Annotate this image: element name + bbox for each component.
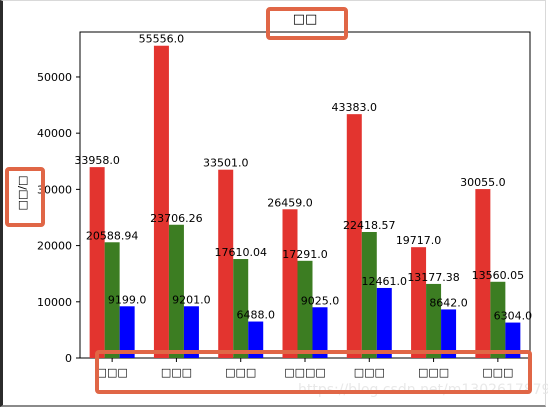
bar xyxy=(89,167,105,358)
bar-value-label: 9025.0 xyxy=(301,294,340,307)
y-tick-label: 40000 xyxy=(37,127,72,140)
y-tick-label: 10000 xyxy=(37,296,72,309)
bar-value-label: 33958.0 xyxy=(74,154,120,167)
x-tick-label: □□□□ xyxy=(284,366,326,379)
bar-value-label: 26459.0 xyxy=(267,196,313,209)
x-tick-label: □□□ xyxy=(482,366,513,379)
bar xyxy=(490,281,506,358)
bar-value-label: 8642.0 xyxy=(429,296,468,309)
x-tick-label: □□□ xyxy=(161,366,192,379)
bar-value-label: 9199.0 xyxy=(108,293,147,306)
chart-title: □□ xyxy=(293,12,318,27)
bar-value-label: 22418.57 xyxy=(343,219,396,232)
title-highlight-box xyxy=(266,7,348,40)
bar xyxy=(218,169,234,358)
bar xyxy=(312,307,328,358)
bar xyxy=(411,247,427,358)
bar xyxy=(153,45,169,358)
x-tick-label: □□□ xyxy=(97,366,128,379)
bar-value-label: 20588.94 xyxy=(86,229,139,242)
annotation-boxes xyxy=(5,7,532,394)
bar-value-label: 30055.0 xyxy=(460,176,506,189)
bar xyxy=(233,259,249,358)
bar xyxy=(505,322,521,358)
bar-value-label: 13560.05 xyxy=(472,269,525,282)
bar xyxy=(346,114,362,358)
xticks-highlight-box xyxy=(95,350,532,394)
bar xyxy=(426,283,442,358)
bar xyxy=(361,231,377,358)
y-tick-label: 0 xyxy=(65,352,72,365)
bar-value-label: 13177.38 xyxy=(407,271,460,284)
bar-value-label: 43383.0 xyxy=(332,101,378,114)
bar-value-label: 9201.0 xyxy=(172,293,211,306)
y-axis-label: □□/□ xyxy=(16,176,29,211)
bar-value-label: 17291.0 xyxy=(282,248,328,261)
bar xyxy=(119,306,135,358)
bar-value-label: 55556.0 xyxy=(139,33,185,46)
y-tick-label: 20000 xyxy=(37,240,72,253)
y-tick-label: 30000 xyxy=(37,183,72,196)
bar xyxy=(282,209,298,358)
bar xyxy=(297,260,313,358)
bar xyxy=(248,321,264,358)
value-labels: 33958.0 20588.94 9199.0 55556.0 23706.26 9201… xyxy=(74,33,532,323)
bar-value-label: 33501.0 xyxy=(203,157,249,170)
bar-value-label: 19717.0 xyxy=(396,234,442,247)
bar xyxy=(475,189,491,358)
bar xyxy=(104,242,120,358)
bar-value-label: 23706.26 xyxy=(150,212,203,225)
x-tick-label: □□□ xyxy=(354,366,385,379)
bar-value-label: 17610.04 xyxy=(214,246,267,259)
bar-value-label: 6304.0 xyxy=(494,310,533,323)
x-tick-label: □□□ xyxy=(418,366,449,379)
bar xyxy=(168,224,184,358)
ylabel-highlight-box xyxy=(5,167,45,227)
bar xyxy=(183,306,199,358)
bar xyxy=(376,287,392,358)
bar-value-label: 12461.0 xyxy=(362,275,408,288)
bar-value-label: 6488.0 xyxy=(236,309,275,322)
bars xyxy=(89,45,521,358)
bar xyxy=(441,309,457,358)
y-tick-label: 50000 xyxy=(37,71,72,84)
x-tick-label: □□□ xyxy=(225,366,256,379)
